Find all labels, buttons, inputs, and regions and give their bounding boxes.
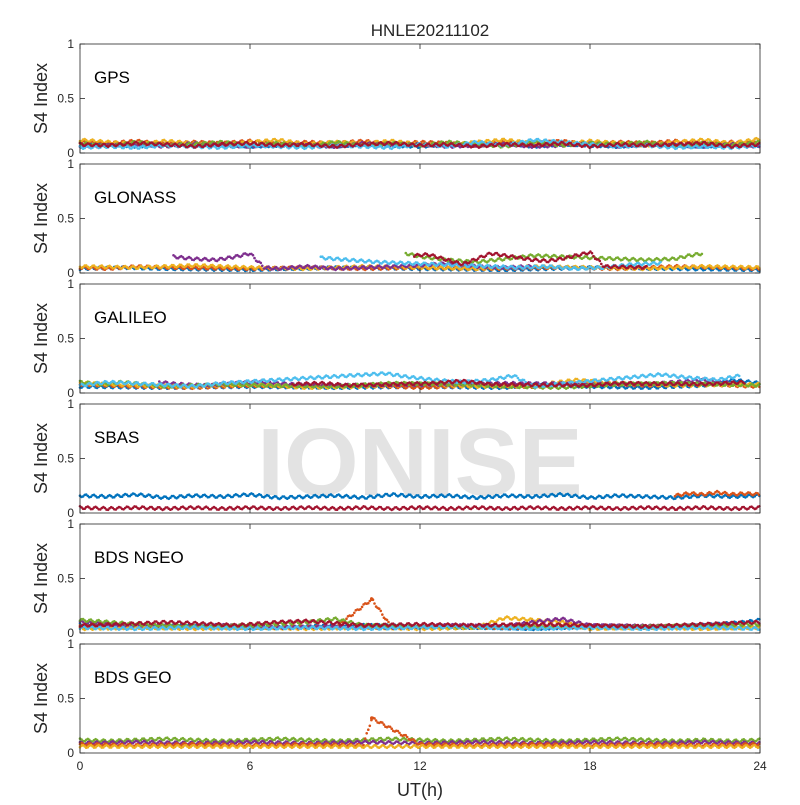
data-point xyxy=(253,257,256,260)
data-point xyxy=(701,253,704,256)
y-axis-label: S4 Index xyxy=(31,63,51,134)
data-point xyxy=(252,254,255,257)
chart-title: HNLE20211102 xyxy=(371,21,489,40)
y-tick-label: 1 xyxy=(67,37,74,51)
panel-background xyxy=(80,44,760,153)
y-tick-label: 0.5 xyxy=(57,92,74,106)
panel-label: GPS xyxy=(94,68,130,87)
data-point xyxy=(261,265,264,268)
data-point xyxy=(260,262,263,265)
